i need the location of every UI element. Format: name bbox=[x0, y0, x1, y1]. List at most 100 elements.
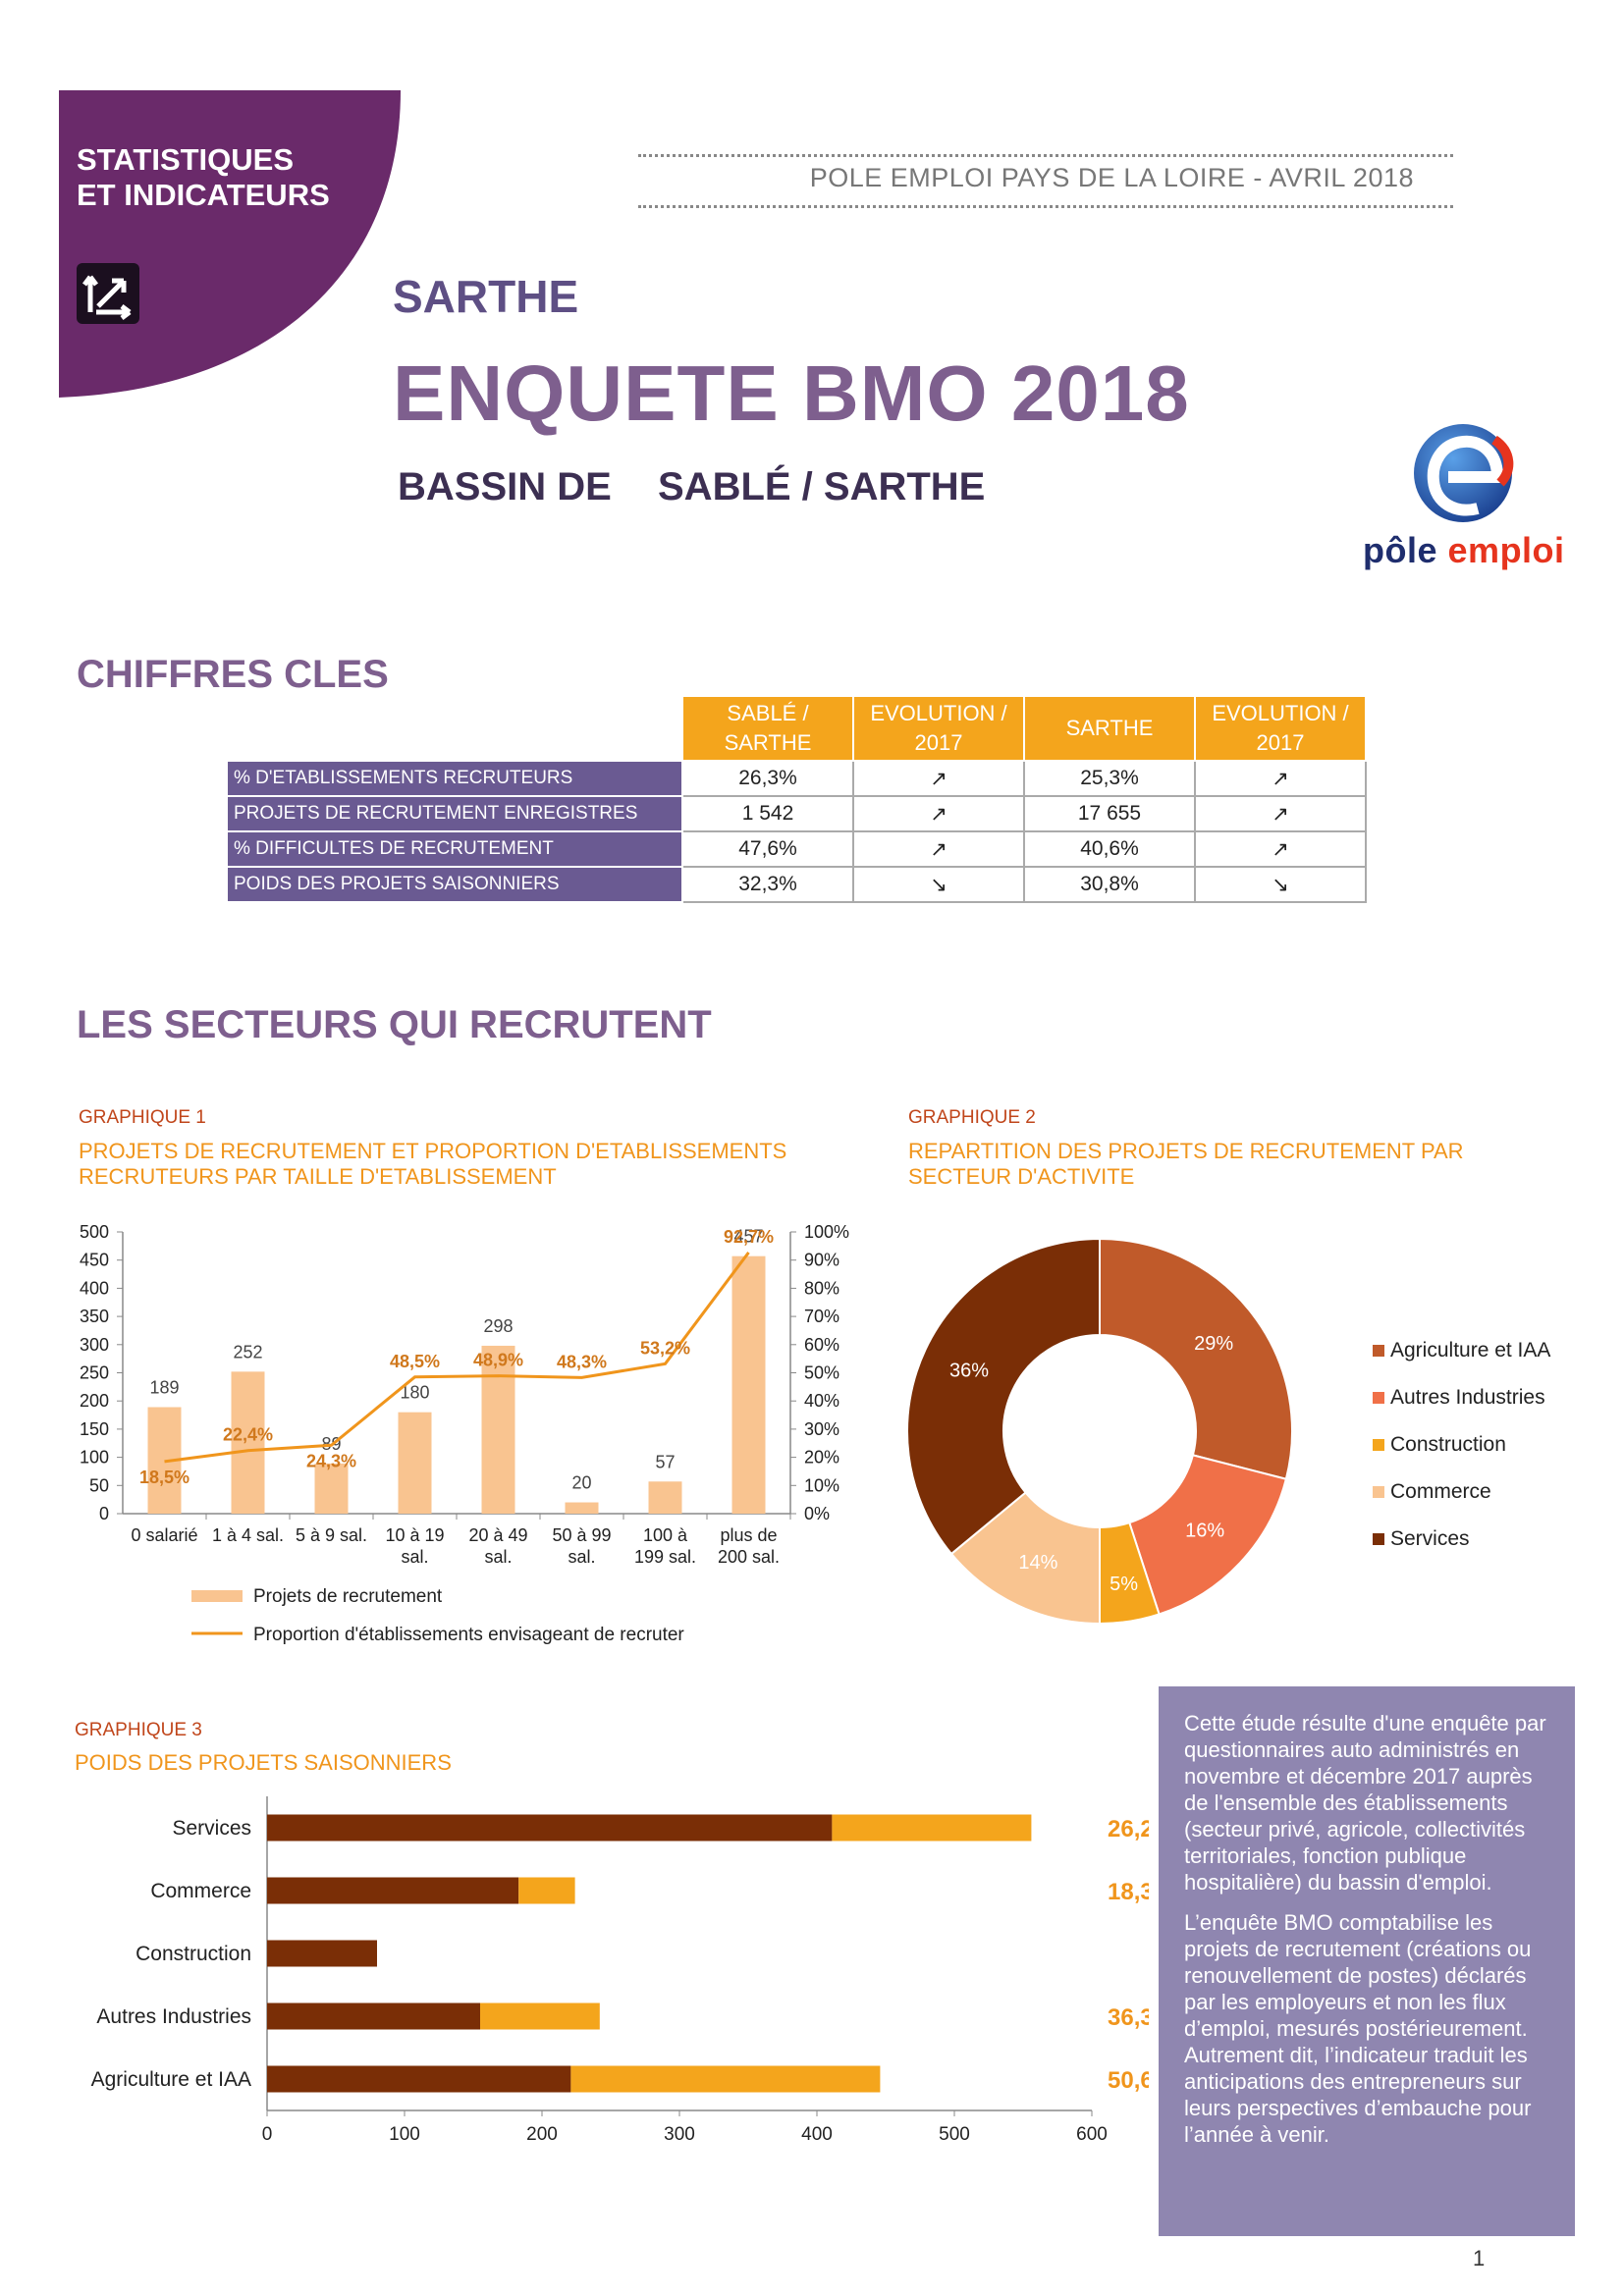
x-tick-label: 1 à 4 sal. bbox=[212, 1525, 284, 1545]
stacked-bar-segment bbox=[480, 2002, 600, 2030]
legend-label: Autres Industries bbox=[1390, 1386, 1545, 1409]
chart-seasonal-projects: 0 100 200 300 400 500 600 Services 26,2% Commerce… bbox=[91, 1796, 1149, 2145]
x-tick-label: plus de bbox=[720, 1525, 777, 1545]
y-tick-label-right: 40% bbox=[804, 1391, 839, 1411]
row-label: % DIFFICULTES DE RECRUTEMENT bbox=[226, 830, 683, 868]
bar bbox=[231, 1371, 265, 1514]
x-tick-label: 199 sal. bbox=[634, 1547, 696, 1567]
y-tick-label-right: 20% bbox=[804, 1448, 839, 1468]
y-tick-label-right: 30% bbox=[804, 1419, 839, 1439]
bar-value-label: 298 bbox=[483, 1316, 513, 1336]
arrows-icon bbox=[77, 263, 139, 324]
line-value-label: 22,4% bbox=[223, 1425, 273, 1445]
x-tick-label: 100 bbox=[389, 2124, 420, 2145]
y-tick-label-left: 50 bbox=[89, 1475, 109, 1495]
bar-value-label: 180 bbox=[400, 1383, 429, 1403]
badge-line-2: ET INDICATEURS bbox=[77, 178, 330, 212]
header-badge bbox=[59, 90, 401, 398]
pole-emploi-logo-icon bbox=[1414, 424, 1514, 522]
y-tick-label-right: 50% bbox=[804, 1363, 839, 1383]
line-value-label: 48,9% bbox=[473, 1351, 523, 1370]
line-value-label: 48,3% bbox=[557, 1352, 607, 1371]
stacked-bar-segment bbox=[267, 1940, 377, 1967]
graph1-caption: GRAPHIQUE 1 bbox=[79, 1107, 206, 1128]
legend-swatch bbox=[1373, 1345, 1384, 1357]
trend-arrow-icon: ↗ bbox=[1194, 830, 1367, 868]
x-tick-label: 20 à 49 bbox=[468, 1525, 527, 1545]
y-tick-label-left: 400 bbox=[80, 1278, 109, 1298]
legend-swatch bbox=[1373, 1533, 1384, 1545]
table-row: PROJETS DE RECRUTEMENT ENREGISTRES 1 542… bbox=[226, 795, 1367, 832]
chart-recruitment-by-size: 0 50 100 150 200 250 300 350 400 450 500 0% 10% 20% 30… bbox=[80, 1222, 849, 1645]
page-title: ENQUETE BMO 2018 bbox=[393, 349, 1190, 437]
cell-value: 26,3% bbox=[681, 760, 854, 797]
key-figures-table: SABLÉ / SARTHE EVOLUTION / 2017 SARTHE E… bbox=[226, 695, 1367, 903]
pie-slice bbox=[906, 1237, 1101, 1556]
stacked-bar-segment bbox=[832, 1814, 1032, 1842]
trend-arrow-icon: ↗ bbox=[852, 760, 1025, 797]
y-tick-label: Agriculture et IAA bbox=[91, 2068, 251, 2091]
chart-sector-distribution: 29% Agriculture et IAA 16% Autres Industrie… bbox=[906, 1237, 1550, 1626]
publisher-date: POLE EMPLOI PAYS DE LA LOIRE - AVRIL 201… bbox=[809, 163, 1414, 192]
x-tick-label: 0 bbox=[262, 2124, 273, 2145]
bar bbox=[731, 1255, 766, 1514]
graph2-caption: GRAPHIQUE 2 bbox=[908, 1107, 1036, 1128]
y-tick-label: Commerce bbox=[150, 1880, 251, 1902]
legend-swatch bbox=[1373, 1439, 1384, 1451]
slice-label: 14% bbox=[1018, 1552, 1057, 1574]
graph1-title-line2: RECRUTEURS PAR TAILLE D'ETABLISSEMENT bbox=[79, 1164, 557, 1189]
y-tick-label-left: 200 bbox=[80, 1391, 109, 1411]
x-tick-label: 200 sal. bbox=[718, 1547, 780, 1567]
x-tick-label: sal. bbox=[401, 1547, 428, 1567]
table-row: % DIFFICULTES DE RECRUTEMENT 47,6% ↗ 40,… bbox=[226, 830, 1367, 868]
bar bbox=[648, 1481, 682, 1514]
trend-arrow-icon: ↗ bbox=[852, 830, 1025, 868]
bassin-label: BASSIN DE bbox=[398, 465, 612, 508]
header-divider-top bbox=[638, 154, 1453, 157]
y-tick-label-left: 300 bbox=[80, 1335, 109, 1355]
stacked-bar-segment bbox=[267, 1814, 833, 1842]
y-tick-label-right: 70% bbox=[804, 1307, 839, 1326]
slice-label: 29% bbox=[1194, 1333, 1233, 1355]
bar-value-label: 57 bbox=[655, 1452, 675, 1471]
x-tick-label: 5 à 9 sal. bbox=[296, 1525, 367, 1545]
cell-value: 30,8% bbox=[1023, 866, 1196, 903]
info-paragraph-1: Cette étude résulte d'une enquête par qu… bbox=[1184, 1711, 1546, 1895]
x-tick-label: sal. bbox=[484, 1547, 512, 1567]
row-label: % D'ETABLISSEMENTS RECRUTEURS bbox=[226, 760, 683, 797]
y-tick-label-left: 100 bbox=[80, 1448, 109, 1468]
x-tick-label: 0 salarié bbox=[131, 1525, 197, 1545]
cell-value: 47,6% bbox=[681, 830, 854, 868]
share-label: 18,3% bbox=[1108, 1879, 1149, 1905]
x-tick-label: 500 bbox=[939, 2124, 970, 2145]
legend-label-bar: Projets de recrutement bbox=[253, 1586, 443, 1607]
stacked-bar-segment bbox=[267, 2065, 571, 2093]
row-label: PROJETS DE RECRUTEMENT ENREGISTRES bbox=[226, 795, 683, 832]
graph3-caption: GRAPHIQUE 3 bbox=[75, 1720, 202, 1740]
bar bbox=[398, 1412, 432, 1514]
bar-value-label: 457 bbox=[733, 1227, 763, 1247]
y-tick-label-left: 450 bbox=[80, 1251, 109, 1270]
y-tick-label-right: 60% bbox=[804, 1335, 839, 1355]
line-value-label: 18,5% bbox=[139, 1468, 189, 1487]
legend-label: Construction bbox=[1390, 1433, 1506, 1456]
graph1-title-line1: PROJETS DE RECRUTEMENT ET PROPORTION D'E… bbox=[79, 1139, 787, 1163]
legend-label: Services bbox=[1390, 1527, 1470, 1550]
y-tick-label: Autres Industries bbox=[96, 2005, 251, 2028]
slice-label: 5% bbox=[1110, 1574, 1138, 1595]
y-tick-label: Construction bbox=[135, 1943, 251, 1965]
page-number: 1 bbox=[1473, 2246, 1486, 2270]
line-value-label: 92,7% bbox=[724, 1227, 774, 1247]
y-tick-label-left: 150 bbox=[80, 1419, 109, 1439]
y-tick-label: Services bbox=[172, 1817, 251, 1840]
line-series bbox=[164, 1252, 750, 1464]
info-box: Cette étude résulte d'une enquête par qu… bbox=[1159, 1686, 1575, 2236]
legend-swatch bbox=[1373, 1486, 1384, 1498]
trend-arrow-icon: ↗ bbox=[1194, 795, 1367, 832]
graph3-title: POIDS DES PROJETS SAISONNIERS bbox=[75, 1750, 452, 1775]
x-tick-label: 200 bbox=[526, 2124, 558, 2145]
trend-arrow-icon: ↗ bbox=[1194, 760, 1367, 797]
row-label: POIDS DES PROJETS SAISONNIERS bbox=[226, 866, 683, 903]
bar bbox=[565, 1502, 599, 1514]
y-tick-label-right: 90% bbox=[804, 1251, 839, 1270]
